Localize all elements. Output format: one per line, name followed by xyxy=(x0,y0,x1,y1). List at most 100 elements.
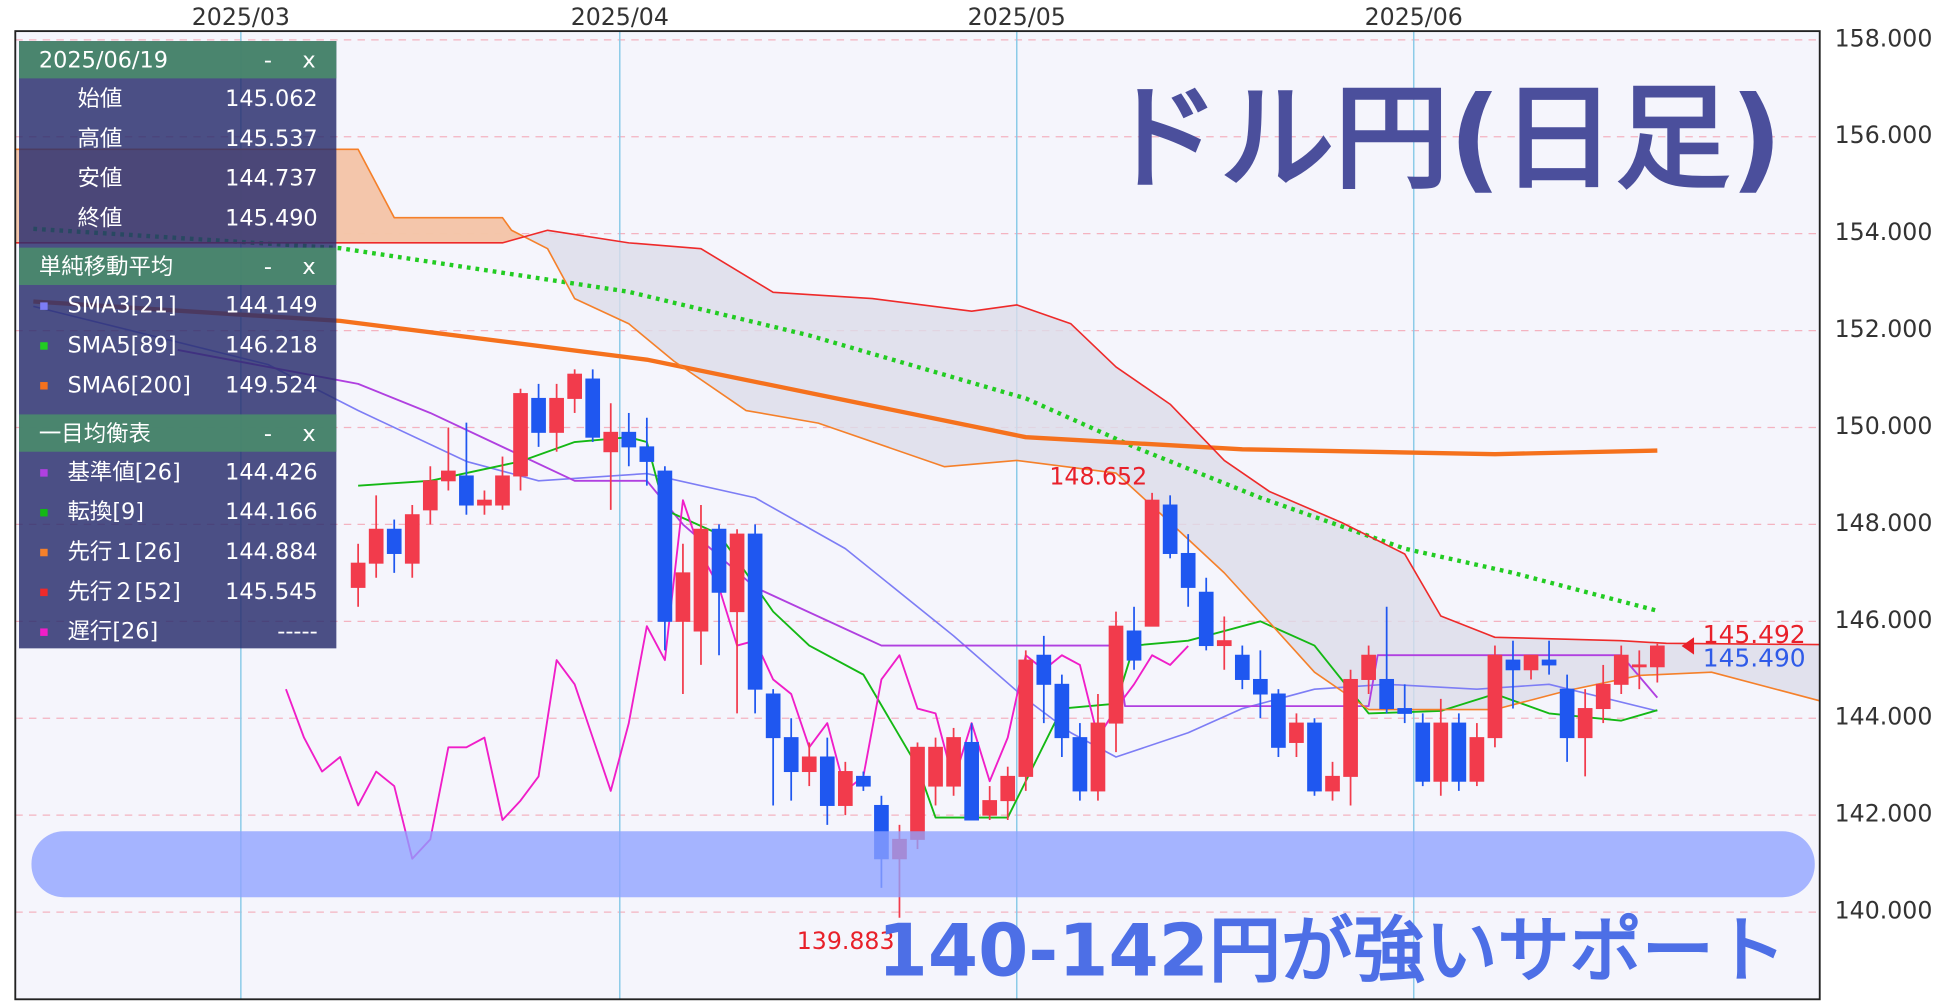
legend-swatch xyxy=(40,382,48,390)
candle-body xyxy=(729,533,745,613)
y-tick-label: 154.000 xyxy=(1835,218,1933,246)
candle-body xyxy=(1126,630,1142,661)
y-tick-label: 140.000 xyxy=(1835,897,1933,925)
candle-body xyxy=(1595,683,1611,710)
candle-body xyxy=(368,528,384,564)
legend-name: 先行１[26] xyxy=(68,539,181,565)
candle-body xyxy=(621,431,637,448)
candle-body xyxy=(639,446,655,462)
y-tick-label: 144.000 xyxy=(1835,703,1933,731)
panel-header xyxy=(19,247,337,285)
legend-value: 149.524 xyxy=(225,372,318,398)
candle-body xyxy=(1415,722,1431,782)
candle-body xyxy=(693,528,709,632)
candle-body xyxy=(1613,654,1629,685)
legend-name: 遅行[26] xyxy=(68,619,159,645)
legend-value: 146.218 xyxy=(225,332,318,358)
close-button[interactable]: x xyxy=(302,254,315,280)
candle-body xyxy=(441,470,456,482)
legend-swatch xyxy=(40,469,48,477)
y-tick-label: 142.000 xyxy=(1835,800,1933,828)
candle-body xyxy=(386,528,402,554)
ohlc-label: 始値 xyxy=(78,86,123,112)
candle-body xyxy=(603,431,619,453)
panel-header-text: 2025/06/19 xyxy=(39,47,168,73)
candle-body xyxy=(1307,722,1322,792)
candle-body xyxy=(1649,645,1665,668)
price-marker-label: 145.490 xyxy=(1703,644,1806,673)
extreme-label: 148.652 xyxy=(1049,462,1147,490)
candle-body xyxy=(837,771,853,806)
panel-header-text: 一目均衡表 xyxy=(39,421,151,447)
candle-body xyxy=(513,393,528,477)
panel-header xyxy=(19,41,337,79)
panel-header xyxy=(19,414,337,452)
legend-swatch xyxy=(40,508,48,517)
candle-body xyxy=(675,572,691,622)
candle-body xyxy=(946,737,961,787)
minimize-button[interactable]: - xyxy=(264,421,272,447)
legend-swatch xyxy=(40,628,48,636)
candle-body xyxy=(1559,688,1575,739)
price-marker-label: 145.492 xyxy=(1703,620,1806,649)
close-button[interactable]: x xyxy=(302,421,315,447)
candle-body xyxy=(765,693,781,739)
indicator-line xyxy=(33,226,1658,613)
legend-swatch xyxy=(40,302,48,310)
candle-body xyxy=(910,746,925,840)
candle-body xyxy=(1433,722,1449,782)
ohlc-value: 144.737 xyxy=(225,166,318,192)
legend-value: 145.545 xyxy=(225,579,318,605)
y-tick-label: 156.000 xyxy=(1835,121,1933,149)
y-tick-label: 158.000 xyxy=(1835,24,1933,52)
candle-body xyxy=(1325,775,1340,792)
candle-body xyxy=(657,470,673,622)
chart-title: ドル円(日足) xyxy=(1105,72,1782,205)
candle-body xyxy=(1253,678,1268,695)
indicator-line xyxy=(15,229,1820,646)
legend-name: 転換[9] xyxy=(68,499,145,525)
candle-body xyxy=(495,475,510,506)
indicator-line xyxy=(33,299,1658,457)
candle-body xyxy=(1451,722,1467,782)
legend-value: 144.884 xyxy=(225,539,318,565)
legend-name: 基準値[26] xyxy=(68,459,181,485)
panel-header-text: 単純移動平均 xyxy=(39,254,173,280)
candle-body xyxy=(1289,722,1304,743)
candle-body xyxy=(1072,737,1088,792)
legend-value: 144.426 xyxy=(225,459,318,485)
candle-body xyxy=(1343,678,1358,777)
legend-name: SMA5[89] xyxy=(68,332,177,358)
ohlc-label: 高値 xyxy=(78,126,123,152)
candle-body xyxy=(459,475,474,506)
extreme-label: 139.883 xyxy=(797,927,895,955)
candle-body xyxy=(549,397,564,433)
legend-swatch xyxy=(40,548,48,557)
ohlc-value: 145.062 xyxy=(225,86,318,112)
minimize-button[interactable]: - xyxy=(264,254,272,280)
candle-body xyxy=(531,397,546,433)
minimize-button[interactable]: - xyxy=(264,47,272,73)
panel-background xyxy=(19,41,337,649)
candle-body xyxy=(711,528,727,593)
legend-value: ----- xyxy=(277,619,317,645)
candle-body xyxy=(856,775,871,787)
legend-name: SMA6[200] xyxy=(68,372,191,398)
candle-body xyxy=(783,737,799,773)
price-marker xyxy=(1681,637,1695,655)
candle-body xyxy=(1505,659,1521,671)
ohlc-label: 終値 xyxy=(78,206,123,232)
legend-swatch xyxy=(40,342,48,350)
candle-body xyxy=(1487,654,1503,739)
legend-name: 先行２[52] xyxy=(68,579,181,605)
candle-body xyxy=(1180,552,1196,588)
candle-body xyxy=(1108,625,1124,724)
candle-body xyxy=(1216,640,1232,647)
candle-body xyxy=(1577,708,1593,739)
close-button[interactable]: x xyxy=(302,47,315,73)
candle-body xyxy=(1271,693,1286,748)
candle-body xyxy=(1469,737,1485,782)
candle-body xyxy=(1198,591,1214,647)
plot-border xyxy=(14,30,1821,1001)
